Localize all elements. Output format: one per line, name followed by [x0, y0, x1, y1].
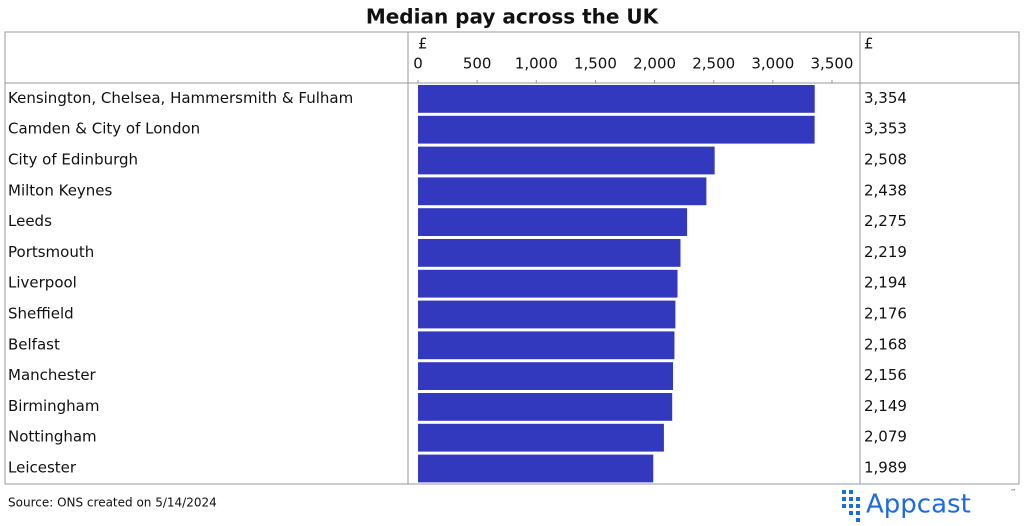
value-label: 2,149	[864, 397, 907, 415]
x-tick-label: 2,000	[633, 55, 676, 73]
bar	[418, 177, 707, 206]
value-label: 2,079	[864, 428, 907, 446]
x-tick-label: 1,000	[515, 55, 558, 73]
x-tick-label: 2,500	[692, 55, 735, 73]
logo-icon	[842, 490, 860, 522]
value-label: 2,219	[864, 243, 907, 261]
bar	[418, 393, 673, 421]
value-header: £	[864, 35, 874, 53]
bar	[418, 300, 676, 329]
value-label: 2,168	[864, 335, 907, 353]
category-label: Leeds	[8, 212, 52, 230]
bar	[418, 331, 675, 360]
chart-title: Median pay across the UK	[366, 5, 660, 29]
source-note: Source: ONS created on 5/14/2024	[8, 496, 217, 510]
value-label: 3,354	[864, 89, 907, 107]
bar	[418, 362, 674, 390]
category-label: Kensington, Chelsea, Hammersmith & Fulha…	[8, 89, 353, 107]
axis-unit: £	[418, 35, 428, 53]
category-label: Manchester	[8, 366, 97, 384]
bar	[418, 85, 815, 113]
category-label: Nottingham	[8, 428, 97, 446]
bar	[418, 146, 715, 175]
bar	[418, 208, 688, 236]
category-label: Birmingham	[8, 397, 99, 415]
logo-text: Appcast	[866, 490, 971, 520]
category-label: Belfast	[8, 335, 60, 353]
value-label: 2,156	[864, 366, 907, 384]
value-label: 3,353	[864, 120, 907, 138]
bar	[418, 239, 681, 267]
bar	[418, 115, 815, 144]
category-label: Leicester	[8, 459, 77, 477]
category-label: Liverpool	[8, 274, 77, 292]
category-label: Sheffield	[8, 305, 74, 323]
bar	[418, 423, 664, 452]
category-label: Portsmouth	[8, 243, 94, 261]
table-frame	[4, 31, 1020, 485]
category-label: Camden & City of London	[8, 120, 200, 138]
x-tick-label: 1,500	[574, 55, 617, 73]
category-label: City of Edinburgh	[8, 151, 138, 169]
x-tick-label: 3,000	[751, 55, 794, 73]
logo-trademark: ™	[1010, 489, 1016, 496]
x-tick-label: 500	[463, 55, 492, 73]
x-tick-label: 0	[413, 55, 423, 73]
value-label: 2,194	[864, 274, 907, 292]
category-label: Milton Keynes	[8, 181, 113, 199]
x-tick-label: 3,500	[811, 55, 854, 73]
value-label: 2,176	[864, 305, 907, 323]
value-label: 2,508	[864, 151, 907, 169]
value-label: 2,438	[864, 181, 907, 199]
value-label: 1,989	[864, 459, 907, 477]
value-label: 2,275	[864, 212, 907, 230]
bar	[418, 269, 678, 298]
bar	[418, 454, 654, 483]
